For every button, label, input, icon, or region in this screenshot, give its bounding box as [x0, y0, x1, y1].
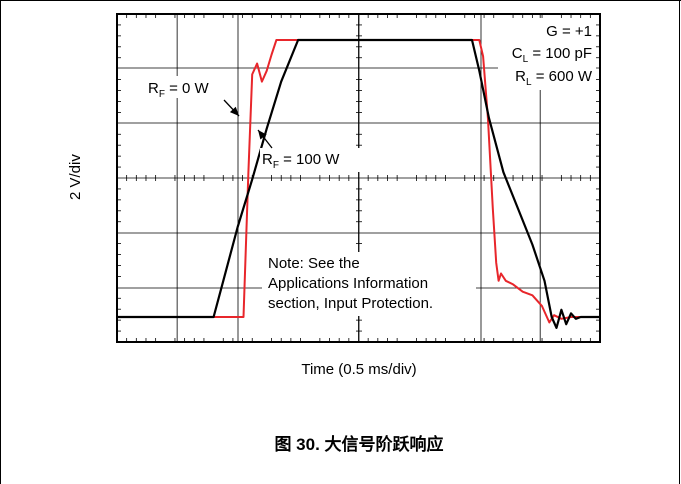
- frame-right-border: [679, 0, 680, 484]
- annotation-load-capacitance: CL = 100 pF: [512, 45, 592, 65]
- annotation-rf-100: RF = 100 W: [262, 151, 340, 171]
- x-axis-label: Time (0.5 ms/div): [301, 361, 417, 378]
- label-backing-rf0: [146, 76, 232, 98]
- figure-caption: 图 30. 大信号阶跃响应: [274, 435, 444, 454]
- frame-left-border: [0, 0, 1, 484]
- y-axis-label: 2 V/div: [67, 154, 84, 200]
- note-backing: [262, 252, 476, 316]
- note-line-3: section, Input Protection.: [268, 295, 433, 312]
- frame-top-border: [0, 0, 681, 1]
- label-backing-rf100: [260, 148, 372, 172]
- annotation-rf-0: RF = 0 W: [148, 80, 210, 100]
- trace-rf-100: [117, 38, 600, 329]
- arrow-rf-100-head: [258, 130, 267, 140]
- legend-backing: [498, 18, 596, 90]
- annotation-gain: G = +1: [546, 23, 592, 40]
- note-line-1: Note: See the: [268, 255, 360, 272]
- annotation-load-resistance: RL = 600 W: [515, 68, 593, 88]
- note-line-2: Applications Information: [268, 275, 428, 292]
- arrow-rf-0-head: [229, 106, 239, 116]
